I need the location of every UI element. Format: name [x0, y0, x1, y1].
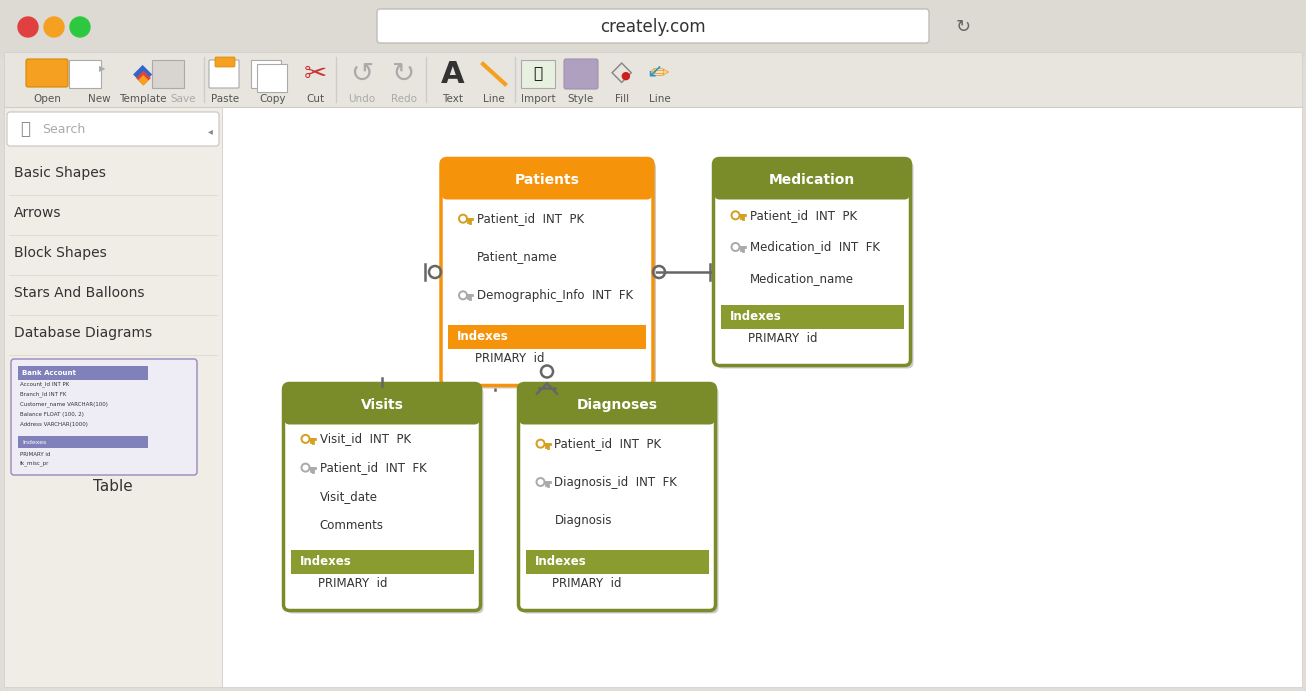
- Text: PRIMARY id: PRIMARY id: [20, 451, 51, 457]
- Text: ▬: ▬: [42, 69, 52, 79]
- Text: Import: Import: [521, 94, 555, 104]
- Text: Save: Save: [170, 94, 196, 104]
- FancyBboxPatch shape: [209, 60, 239, 88]
- Circle shape: [535, 477, 546, 487]
- Text: A: A: [441, 59, 465, 88]
- Text: Style: Style: [568, 94, 594, 104]
- Text: Visit_id  INT  PK: Visit_id INT PK: [320, 433, 410, 446]
- Text: Patients: Patients: [515, 173, 580, 187]
- Text: Medication_name: Medication_name: [750, 272, 854, 285]
- Text: Paste: Paste: [212, 94, 239, 104]
- FancyBboxPatch shape: [0, 0, 1306, 58]
- Text: Line: Line: [649, 94, 671, 104]
- Text: Stars And Balloons: Stars And Balloons: [14, 286, 145, 300]
- Text: Patient_id  INT  PK: Patient_id INT PK: [477, 212, 584, 225]
- Text: ✂: ✂: [303, 60, 326, 88]
- Text: Block Shapes: Block Shapes: [14, 246, 107, 260]
- Text: Comments: Comments: [320, 519, 384, 531]
- Bar: [448, 325, 646, 348]
- FancyBboxPatch shape: [285, 384, 479, 424]
- FancyBboxPatch shape: [518, 384, 716, 611]
- Circle shape: [460, 292, 466, 299]
- Text: Database Diagrams: Database Diagrams: [14, 326, 151, 340]
- Text: Fill: Fill: [615, 94, 629, 104]
- Text: Diagnosis_id  INT  FK: Diagnosis_id INT FK: [555, 475, 678, 489]
- FancyBboxPatch shape: [26, 59, 68, 87]
- FancyBboxPatch shape: [714, 160, 909, 200]
- FancyBboxPatch shape: [215, 57, 235, 67]
- Circle shape: [458, 214, 468, 224]
- Circle shape: [303, 464, 308, 471]
- FancyBboxPatch shape: [564, 59, 598, 89]
- FancyBboxPatch shape: [717, 162, 913, 368]
- Text: ◆: ◆: [136, 68, 150, 86]
- Bar: [290, 404, 474, 422]
- FancyBboxPatch shape: [10, 359, 197, 475]
- Circle shape: [733, 212, 738, 218]
- Circle shape: [458, 290, 468, 301]
- Circle shape: [44, 17, 64, 37]
- FancyBboxPatch shape: [521, 386, 718, 614]
- Text: Address VARCHAR(1000): Address VARCHAR(1000): [20, 422, 88, 426]
- Text: Text: Text: [443, 94, 464, 104]
- Text: Medication: Medication: [769, 173, 855, 187]
- Text: Patient_name: Patient_name: [477, 251, 558, 263]
- Text: ↻: ↻: [392, 60, 415, 88]
- Text: Diagnoses: Diagnoses: [576, 397, 657, 412]
- Text: Diagnosis: Diagnosis: [555, 514, 613, 527]
- Bar: [448, 180, 646, 196]
- Text: Line: Line: [483, 94, 505, 104]
- Text: Indexes: Indexes: [299, 555, 351, 568]
- FancyBboxPatch shape: [251, 60, 281, 88]
- Text: ↻: ↻: [956, 18, 970, 36]
- FancyBboxPatch shape: [377, 9, 929, 43]
- Text: ↙: ↙: [645, 61, 662, 80]
- FancyBboxPatch shape: [257, 64, 287, 92]
- Text: Account_Id INT PK: Account_Id INT PK: [20, 381, 69, 387]
- Bar: [290, 549, 474, 574]
- FancyBboxPatch shape: [441, 158, 653, 386]
- Text: New: New: [88, 94, 110, 104]
- Text: Indexes: Indexes: [457, 330, 509, 343]
- FancyBboxPatch shape: [441, 160, 652, 200]
- Circle shape: [300, 463, 311, 473]
- Text: Indexes: Indexes: [22, 439, 46, 444]
- Text: Undo: Undo: [349, 94, 376, 104]
- Text: ◇: ◇: [611, 58, 632, 86]
- FancyBboxPatch shape: [283, 384, 481, 611]
- Text: ◂: ◂: [208, 126, 213, 136]
- Text: Visits: Visits: [360, 397, 404, 412]
- Circle shape: [303, 436, 308, 442]
- Text: Arrows: Arrows: [14, 206, 61, 220]
- Text: PRIMARY  id: PRIMARY id: [552, 577, 622, 590]
- Circle shape: [730, 242, 741, 252]
- Text: Visit_date: Visit_date: [320, 490, 377, 503]
- FancyBboxPatch shape: [444, 162, 656, 388]
- Text: Patient_id  INT  FK: Patient_id INT FK: [320, 461, 426, 474]
- Circle shape: [535, 439, 546, 448]
- Bar: [721, 180, 904, 196]
- Bar: [525, 404, 708, 422]
- Text: ◆: ◆: [133, 62, 153, 86]
- Circle shape: [730, 210, 741, 220]
- Circle shape: [538, 441, 543, 446]
- Text: ↺: ↺: [350, 60, 374, 88]
- Text: PRIMARY  id: PRIMARY id: [317, 577, 387, 590]
- Bar: [525, 549, 708, 574]
- Circle shape: [300, 434, 311, 444]
- Bar: [721, 305, 904, 328]
- Bar: [18, 366, 148, 380]
- Text: ◆: ◆: [137, 72, 149, 86]
- Bar: [4, 52, 1302, 107]
- Text: Search: Search: [42, 122, 85, 135]
- Text: PRIMARY  id: PRIMARY id: [475, 352, 545, 365]
- Text: Redo: Redo: [390, 94, 417, 104]
- Circle shape: [733, 244, 738, 250]
- Text: ✏: ✏: [650, 64, 669, 84]
- Text: Indexes: Indexes: [534, 555, 586, 568]
- Circle shape: [460, 216, 466, 222]
- FancyBboxPatch shape: [286, 386, 483, 614]
- Text: 🏔: 🏔: [533, 66, 542, 82]
- Text: ⌕: ⌕: [20, 120, 30, 138]
